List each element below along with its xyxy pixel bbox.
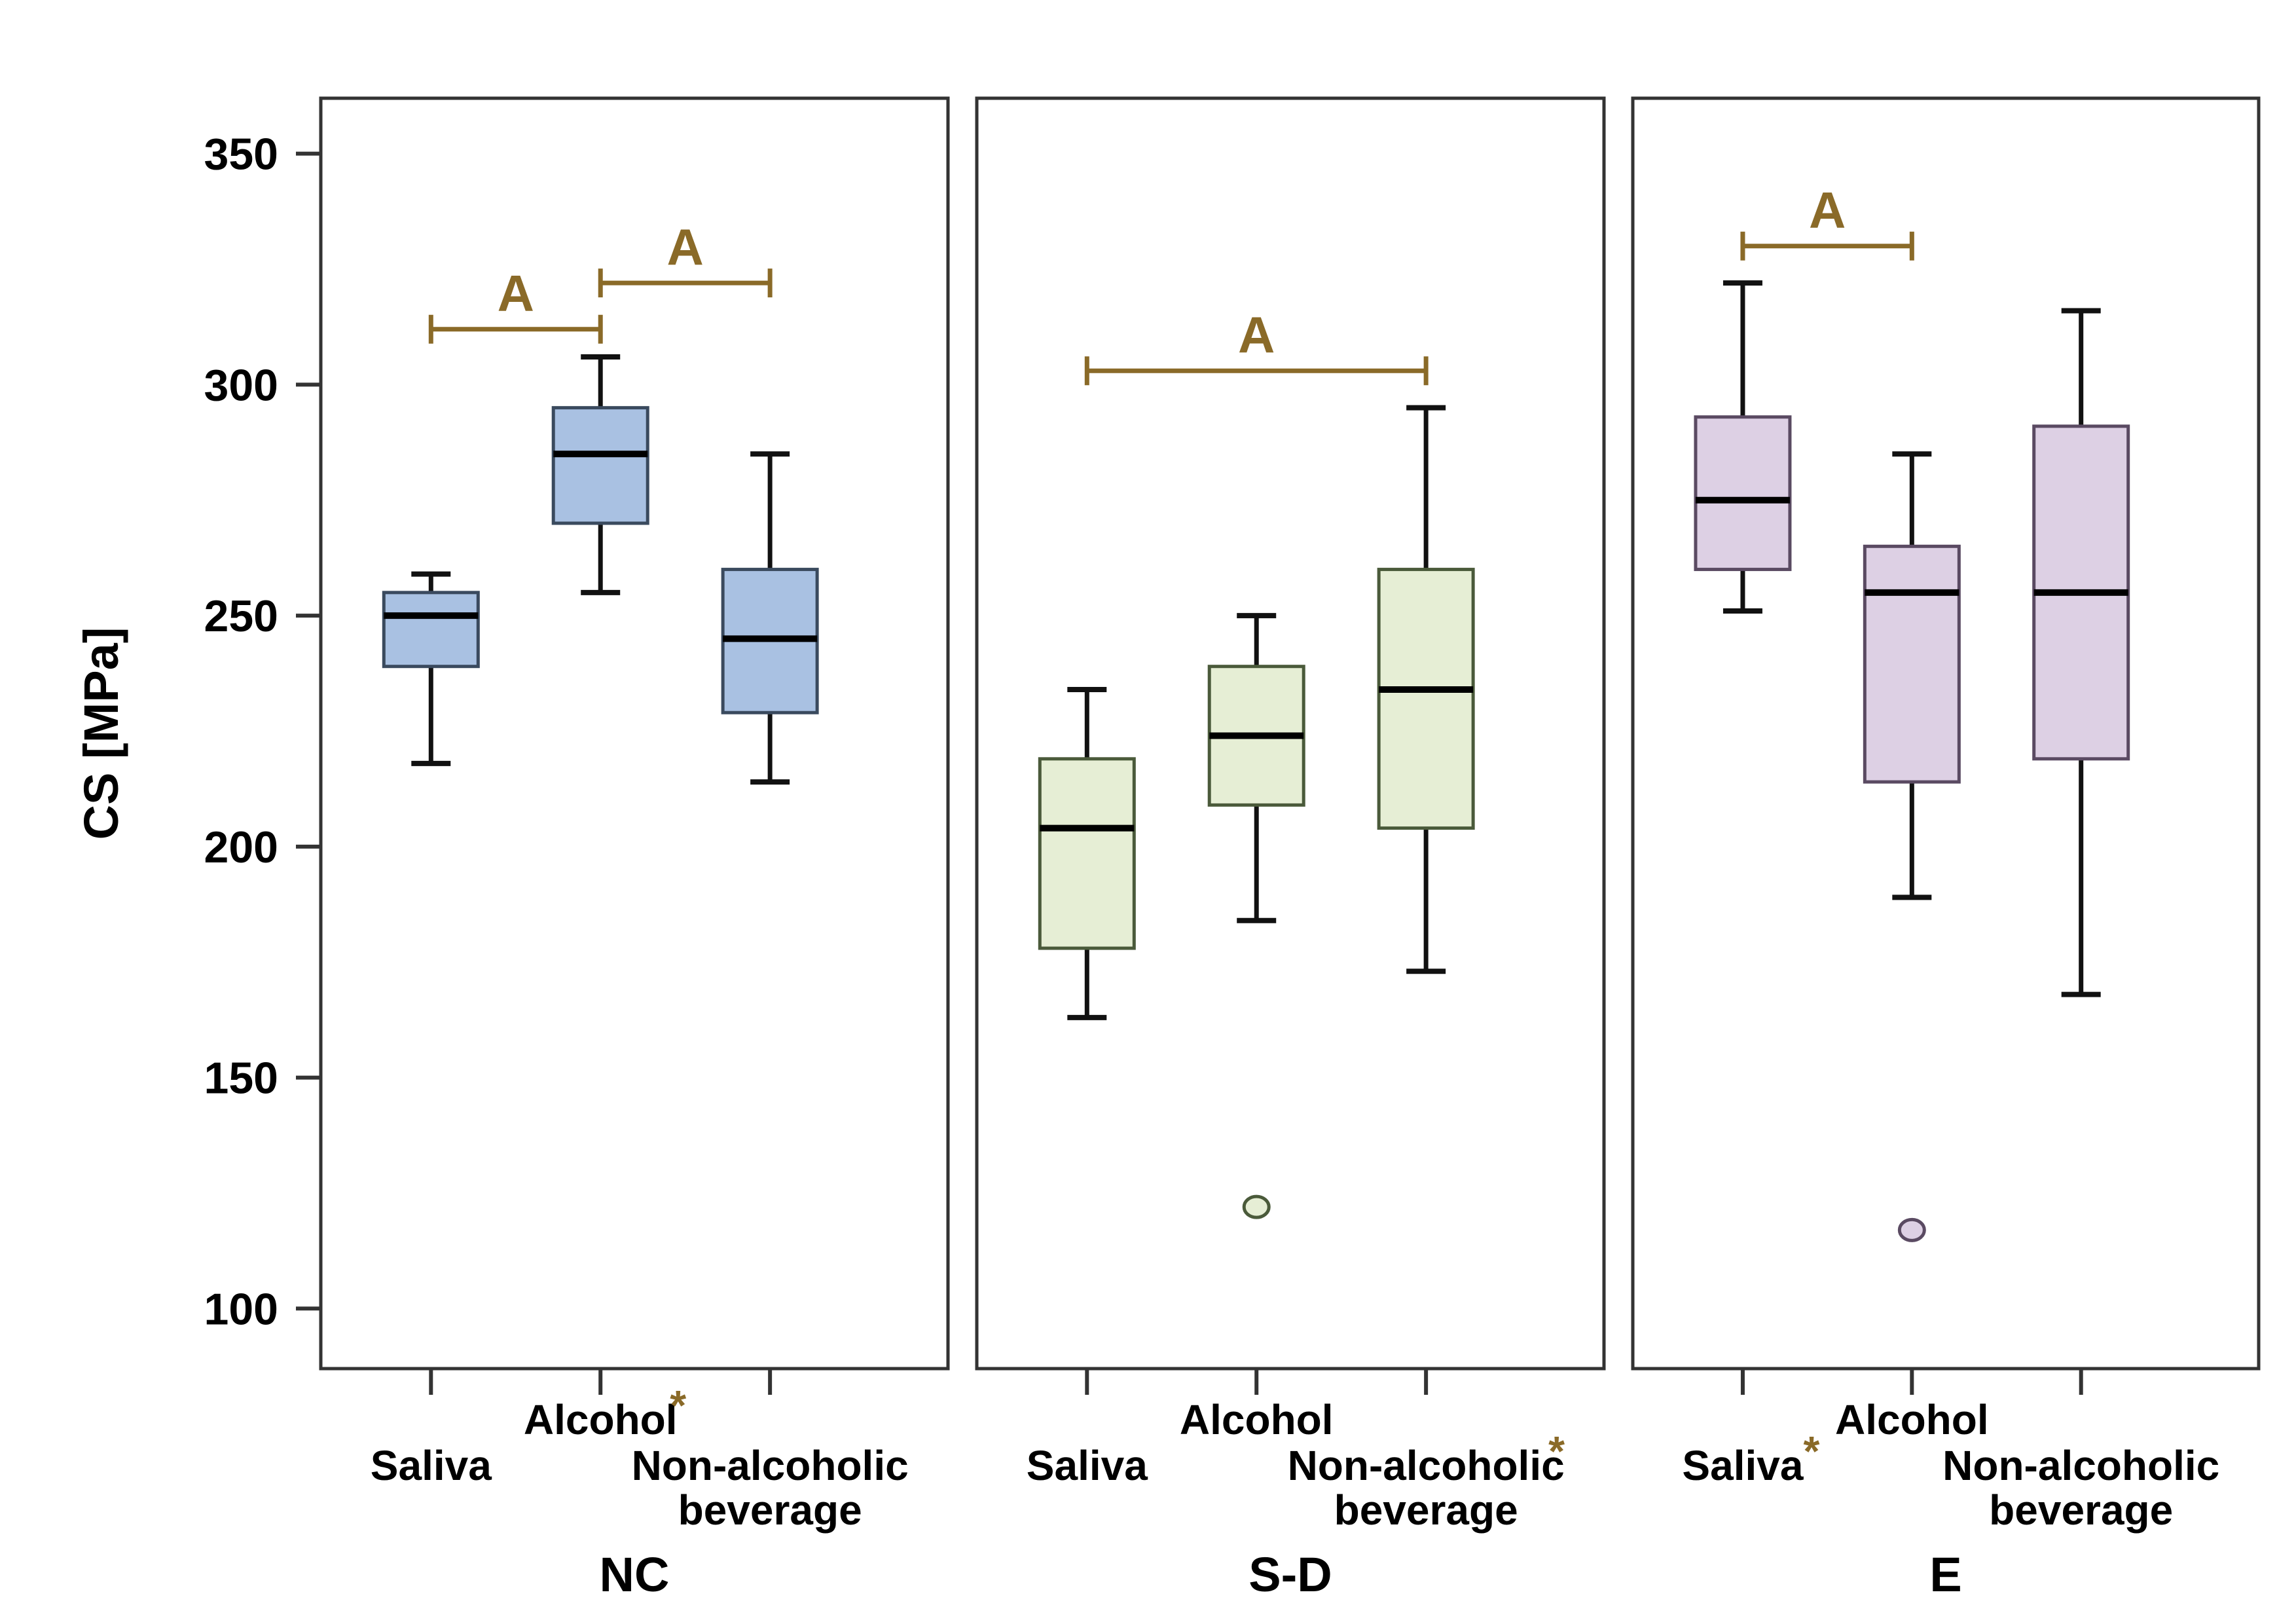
significance-label: A [667,218,704,276]
box-alcohol [1207,613,1305,1219]
category-label: Saliva [371,1442,492,1489]
panel-frame [1631,96,2261,1371]
box-non-alcoholic-beverage [721,451,819,785]
y-tick-label: 300 [204,360,278,410]
category-label: beverage [1989,1486,2173,1534]
outlier-point [1242,1194,1271,1219]
box-saliva [382,571,480,766]
group-label: S-D [1248,1547,1332,1602]
category-label: Non-alcoholic [1942,1442,2219,1489]
iqr-box [1694,415,1792,572]
category-label: Saliva [1682,1442,1803,1489]
iqr-box [1863,544,1961,784]
significance-asterisk: * [1548,1428,1565,1475]
box-non-alcoholic-beverage [1377,405,1475,974]
significance-label: A [498,265,534,322]
significance-label: A [1238,306,1275,363]
category-label: Alcohol [1180,1396,1334,1443]
significance-bracket: A [598,218,773,298]
y-tick-label: 150 [204,1054,278,1103]
iqr-box [551,406,649,525]
y-tick-label: 350 [204,130,278,179]
y-tick-label: 200 [204,822,278,872]
category-label: Alcohol [1835,1396,1989,1443]
significance-bracket: A [1740,181,1914,261]
significance-asterisk: * [1803,1428,1819,1475]
box-alcohol [1863,451,1961,1242]
significance-asterisk: * [670,1382,686,1429]
box-saliva [1038,686,1136,1020]
significance-bracket: A [1084,306,1429,386]
significance-bracket: A [428,265,603,344]
y-axis-title: CS [MPa] [74,627,128,840]
category-label: beverage [678,1486,862,1534]
category-label: Non-alcoholic [632,1442,909,1489]
box-saliva [1694,280,1792,614]
significance-label: A [1809,181,1846,239]
iqr-box [1377,568,1475,830]
panels: SalivaAlcohol*Non-alcoholicbeverageNCAAS… [319,96,2261,1602]
category-label: beverage [1334,1486,1518,1534]
y-tick-label: 100 [204,1284,278,1334]
y-tick-label: 250 [204,591,278,641]
outlier-point [1897,1217,1926,1242]
category-label: Alcohol [524,1396,678,1443]
box-non-alcoholic-beverage [2032,308,2130,997]
group-label: E [1929,1547,1961,1602]
iqr-box [1038,757,1136,950]
y-axis: 100 150 200 250 300 350 [204,130,321,1334]
category-label: Non-alcoholic [1288,1442,1565,1489]
iqr-box [382,591,480,669]
panel-frame [975,96,1606,1371]
category-label: Saliva [1027,1442,1148,1489]
box-alcohol [551,354,649,595]
group-label: NC [600,1547,670,1602]
panel-frame [319,96,950,1371]
